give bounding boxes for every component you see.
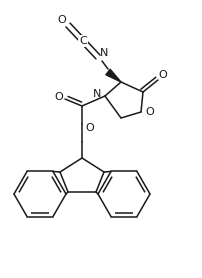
Text: O: O (86, 123, 94, 133)
Text: N: N (93, 89, 101, 99)
Text: O: O (159, 70, 167, 80)
Text: N: N (100, 48, 108, 58)
Text: O: O (55, 92, 63, 102)
Text: C: C (79, 36, 87, 46)
Polygon shape (106, 69, 121, 82)
Text: O: O (146, 107, 154, 117)
Text: O: O (58, 15, 66, 25)
